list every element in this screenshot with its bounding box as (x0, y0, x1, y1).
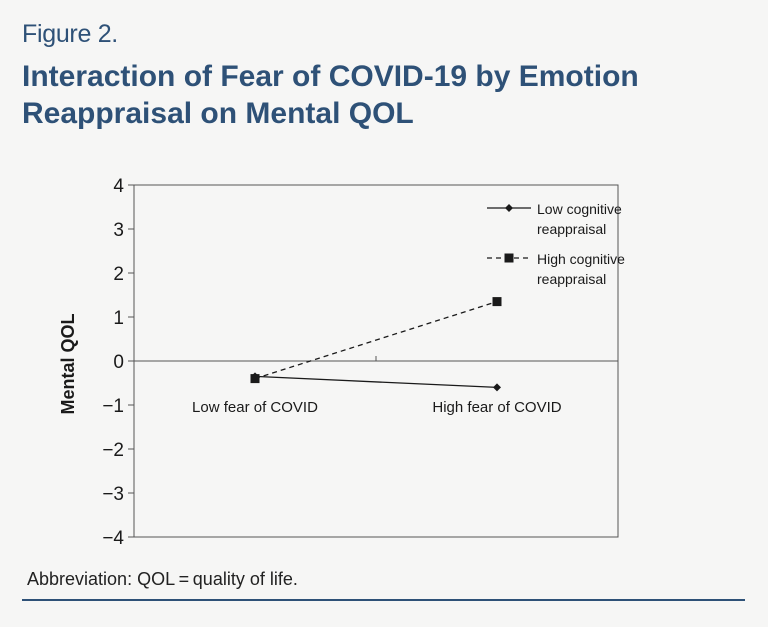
y-axis: 4 3 2 1 0 −1 −2 −3 −4 (102, 176, 134, 549)
y-tick-label: −4 (102, 528, 124, 549)
x-tick-label: High fear of COVID (432, 399, 561, 416)
data-point (493, 383, 501, 392)
y-tick-label: −1 (102, 396, 124, 417)
series-line-high-reappraisal (254, 300, 498, 380)
x-tick-label: Low fear of COVID (192, 399, 318, 416)
legend-marker (505, 204, 513, 212)
y-tick-label: 3 (113, 220, 124, 241)
y-tick-label: 1 (113, 308, 124, 329)
y-tick-label: 0 (113, 352, 124, 373)
y-tick-label: 2 (113, 264, 124, 285)
legend-label: High cognitive (537, 251, 625, 267)
legend-marker (504, 253, 514, 263)
chart: 4 3 2 1 0 −1 −2 −3 −4 Low fear of COVID High fear… (58, 176, 625, 549)
caption: Abbreviation: QOL = quality of life. (27, 569, 298, 589)
y-tick-label: 4 (113, 176, 124, 197)
figure-label: Figure 2. (22, 20, 118, 48)
legend-label: Low cognitive (537, 201, 622, 217)
y-axis-label: Mental QOL (58, 313, 78, 414)
series-line-low-reappraisal (254, 375, 498, 389)
data-point (492, 297, 502, 307)
data-point (250, 374, 260, 384)
figure-title: Interaction of Fear of COVID-19 by Emoti… (22, 60, 639, 130)
y-tick-label: −3 (102, 484, 124, 505)
series-layer (250, 297, 502, 392)
caption-rule (22, 599, 745, 601)
legend-label: reappraisal (537, 221, 606, 237)
y-tick-label: −2 (102, 440, 124, 461)
x-axis: Low fear of COVID High fear of COVID (134, 356, 619, 416)
legend-label: reappraisal (537, 271, 606, 287)
legend: Low cognitive reappraisal High cognitive re… (487, 201, 625, 287)
